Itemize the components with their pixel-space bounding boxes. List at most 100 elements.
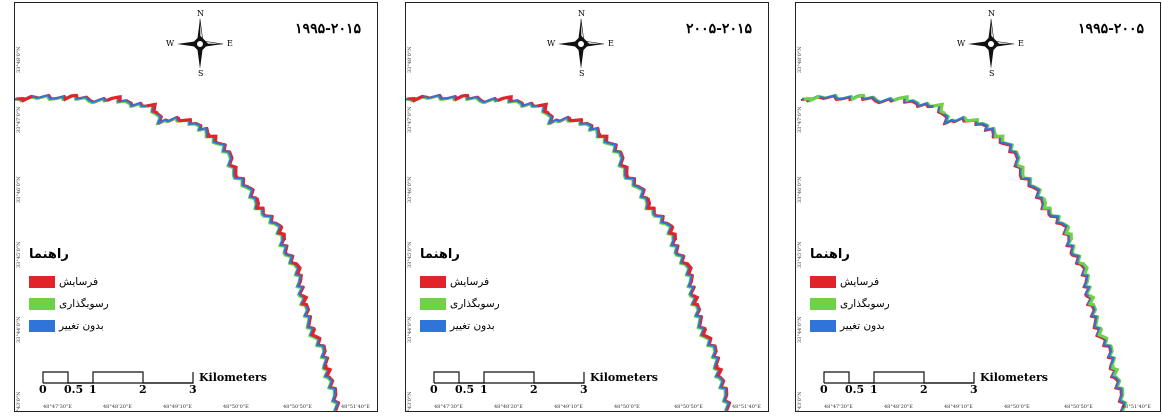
scale-bar: 0 0.5 1 2 3 Kilometers xyxy=(33,369,267,399)
change-segment-deposition xyxy=(963,116,979,123)
compass-w-label: W xyxy=(166,39,175,48)
change-segment-erosion xyxy=(16,95,33,103)
legend-label: بدون تغییر xyxy=(840,319,885,332)
scale-bar-graphic xyxy=(433,371,585,384)
change-segment-erosion xyxy=(646,197,656,210)
scale-tick-label: 2 xyxy=(920,383,928,396)
compass-s-label: S xyxy=(579,69,585,78)
scale-unit-label: Kilometers xyxy=(980,371,1048,384)
legend-swatch-deposition xyxy=(810,297,836,310)
legend-label: رسوبگذاری xyxy=(59,297,109,310)
river-map xyxy=(406,93,732,411)
latitude-label: 33°44'0"N xyxy=(16,316,22,343)
legend-swatch-erosion xyxy=(810,275,836,288)
change-segment-erosion xyxy=(106,94,122,103)
longitude-label: 48°50'50"E xyxy=(283,404,312,410)
scale-unit-label: Kilometers xyxy=(590,371,658,384)
latitude-label: 33°48'0"N xyxy=(407,46,413,73)
legend-swatch-nochange xyxy=(29,319,55,332)
scale-tick-label: 2 xyxy=(139,383,147,396)
compass-s-label: S xyxy=(989,69,995,78)
scale-tick-label: 2 xyxy=(530,383,538,396)
legend-item-nochange: بدون تغییر xyxy=(810,318,920,333)
legend-swatch-erosion xyxy=(29,275,55,288)
map-panel-1995-2005: N S W E ۱۹۹۵-۲۰۰۵ راهنما فرسایش رسوبگذار… xyxy=(795,2,1161,412)
longitude-label: 48°49'10"E xyxy=(163,404,192,410)
legend: راهنما فرسایش رسوبگذاری بدون تغییر xyxy=(29,247,139,340)
latitude-label: 33°45'0"N xyxy=(797,241,803,268)
latitude-label: 33°46'0"N xyxy=(16,176,22,203)
scale-tick-label: 3 xyxy=(580,383,588,396)
compass-e-label: E xyxy=(1018,39,1024,48)
longitude-label: 48°47'30"E xyxy=(824,404,853,410)
change-segment-erosion xyxy=(407,95,424,103)
legend-item-deposition: رسوبگذاری xyxy=(420,296,530,311)
compass-n-label: N xyxy=(988,9,995,18)
latitude-label: 33°44'0"N xyxy=(797,316,803,343)
legend-item-erosion: فرسایش xyxy=(420,274,530,289)
compass-n-label: N xyxy=(197,9,204,18)
change-segment-deposition xyxy=(1110,364,1120,377)
compass-s-label: S xyxy=(198,69,204,78)
scale-tick-label: 1 xyxy=(870,383,878,396)
legend-title: راهنما xyxy=(29,247,69,262)
change-segment-erosion xyxy=(310,327,322,341)
change-segment-deposition xyxy=(933,102,946,115)
scale-unit-label: Kilometers xyxy=(199,371,267,384)
scale-tick-label: 1 xyxy=(480,383,488,396)
change-segment-erosion xyxy=(598,133,609,142)
scale-tick-label: 0.5 xyxy=(455,383,475,396)
scale-tick-label: 1 xyxy=(89,383,97,396)
change-segment-erosion xyxy=(63,93,78,102)
legend-label: بدون تغییر xyxy=(450,319,495,332)
north-arrow-icon: N S W E xyxy=(956,9,1026,79)
change-segment-deposition xyxy=(893,94,909,103)
change-segment-erosion xyxy=(714,364,724,377)
scale-tick-label: 0 xyxy=(39,383,47,396)
scale-bar-graphic xyxy=(823,371,975,384)
compass-n-label: N xyxy=(578,9,585,18)
scale-bar: 0 0.5 1 2 3 Kilometers xyxy=(424,369,658,399)
change-segment-erosion xyxy=(691,294,700,307)
longitude-label: 48°48'20"E xyxy=(884,404,913,410)
legend-item-deposition: رسوبگذاری xyxy=(810,296,920,311)
latitude-label: 33°43'0"N xyxy=(16,391,22,412)
longitude-label: 48°49'10"E xyxy=(554,404,583,410)
change-segment-erosion xyxy=(277,225,287,241)
compass-rose-icon xyxy=(558,18,605,69)
change-segment-erosion xyxy=(497,94,513,103)
compass-e-label: E xyxy=(227,39,233,48)
longitude-label: 48°47'30"E xyxy=(43,404,72,410)
legend-title: راهنما xyxy=(810,247,850,262)
period-label: ۱۹۹۵-۲۰۰۵ xyxy=(1078,21,1144,37)
change-segment-deposition xyxy=(1016,163,1026,179)
longitude-label: 48°48'20"E xyxy=(494,404,523,410)
change-segment-deposition xyxy=(1078,261,1089,275)
change-segment-erosion xyxy=(300,294,309,307)
change-segment-erosion xyxy=(668,225,678,241)
scale-tick-label: 0 xyxy=(430,383,438,396)
compass-w-label: W xyxy=(957,39,966,48)
change-segment-deposition xyxy=(1064,225,1074,241)
change-segment-deposition xyxy=(994,133,1005,142)
latitude-label: 33°45'0"N xyxy=(16,241,22,268)
legend-item-erosion: فرسایش xyxy=(810,274,920,289)
compass-e-label: E xyxy=(608,39,614,48)
north-arrow-icon: N S W E xyxy=(165,9,235,79)
legend-item-nochange: بدون تغییر xyxy=(29,318,139,333)
change-segment-erosion xyxy=(176,116,192,123)
scale-tick-label: 0.5 xyxy=(845,383,865,396)
change-segment-deposition xyxy=(803,95,820,103)
change-segment-erosion xyxy=(207,133,218,142)
latitude-label: 33°48'0"N xyxy=(16,46,22,73)
change-segment-erosion xyxy=(620,163,630,179)
longitude-label: 48°47'30"E xyxy=(434,404,463,410)
change-segment-erosion xyxy=(567,116,583,123)
latitude-label: 33°44'0"N xyxy=(407,316,413,343)
legend-item-erosion: فرسایش xyxy=(29,274,139,289)
longitude-label: 48°48'20"E xyxy=(103,404,132,410)
change-segment-deposition xyxy=(1042,197,1052,210)
latitude-label: 33°46'0"N xyxy=(797,176,803,203)
river-map xyxy=(800,93,1128,411)
latitude-label: 33°43'0"N xyxy=(407,391,413,412)
